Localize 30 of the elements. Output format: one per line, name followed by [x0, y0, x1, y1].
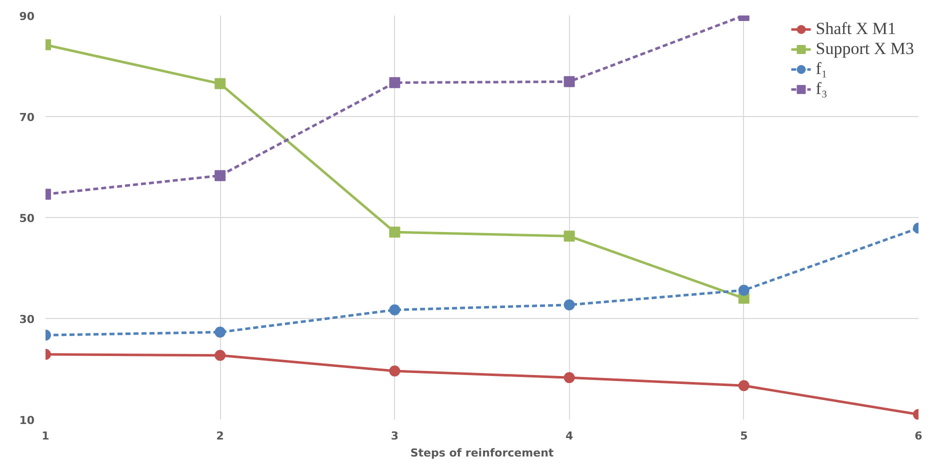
point — [564, 299, 575, 310]
point — [214, 350, 226, 361]
point — [738, 380, 750, 392]
y-tick-label: 70 — [19, 111, 35, 124]
legend-label: f₃ — [816, 79, 828, 99]
legend-label: Shaft X M1 — [816, 19, 896, 39]
point — [564, 230, 575, 242]
point — [389, 226, 400, 238]
y-tick-label: 10 — [19, 414, 35, 427]
point — [389, 304, 400, 316]
x-tick-label: 4 — [565, 430, 574, 442]
x-tick-label: 1 — [42, 430, 50, 442]
x-tick-label: 2 — [216, 430, 224, 442]
point — [214, 170, 226, 182]
y-tick-label: 90 — [19, 10, 35, 23]
x-tick-label: 6 — [914, 430, 923, 442]
legend-label: f₁ — [816, 59, 828, 79]
point — [389, 366, 400, 377]
legend-label: Support X M3 — [816, 39, 914, 59]
x-tick-label: 3 — [390, 430, 399, 442]
x-tick-label: 5 — [740, 430, 748, 442]
point — [738, 284, 750, 296]
point — [214, 326, 226, 338]
x-axis-title: Steps of reinforcement — [410, 446, 554, 460]
point — [564, 76, 575, 88]
point — [214, 78, 226, 90]
y-tick-label: 30 — [19, 313, 35, 326]
point — [564, 372, 575, 384]
point — [389, 77, 400, 88]
y-tick-label: 50 — [19, 212, 35, 225]
